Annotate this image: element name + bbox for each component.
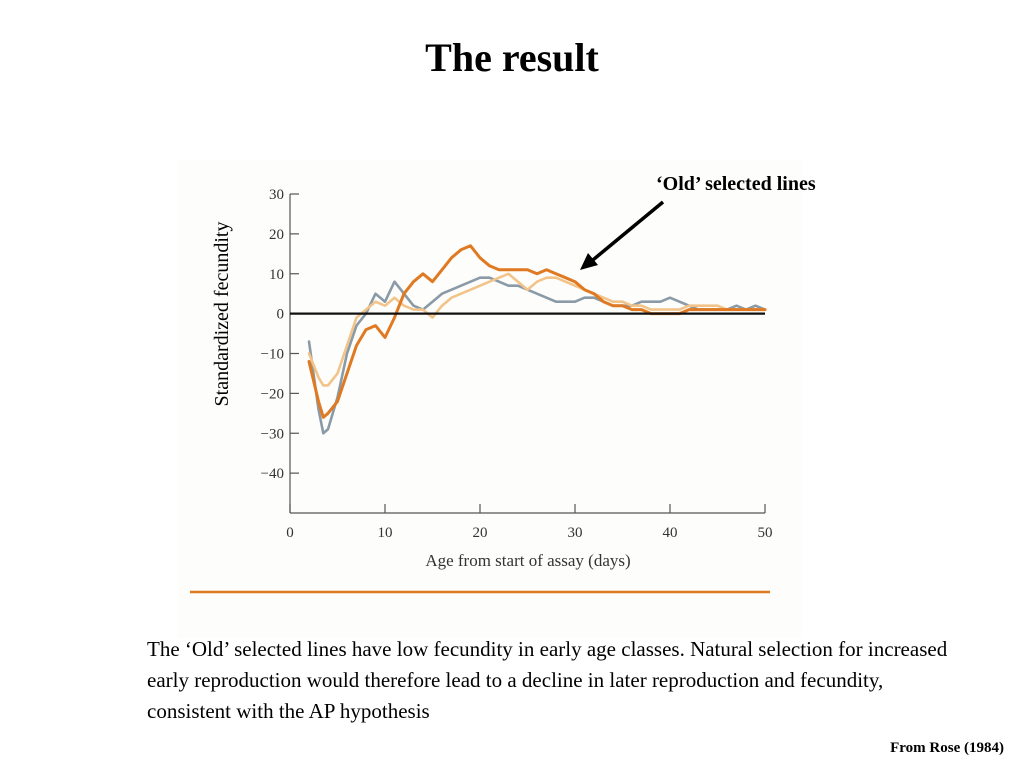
series-line-old-line <box>307 244 767 419</box>
series-layer <box>290 244 767 435</box>
slide-title: The result <box>425 35 599 80</box>
source-citation: From Rose (1984) <box>890 740 1004 756</box>
caption-text: The ‘Old’ selected lines have low fecund… <box>147 637 948 723</box>
y-tick-label: −10 <box>261 347 284 363</box>
y-tick-label: 20 <box>269 227 284 243</box>
fecundity-chart: 30 20 10 0 −10 −20 −30 −40 0 10 20 30 40 50 Standardi… <box>190 187 773 594</box>
series-line-light-line <box>307 272 767 387</box>
x-tick-label: 20 <box>473 525 488 541</box>
x-tick-label: 40 <box>663 525 678 541</box>
callout-label: ‘Old’ selected lines <box>656 173 816 195</box>
x-tick-label: 10 <box>378 525 393 541</box>
y-tick-label: −20 <box>261 386 284 402</box>
y-tick-label: 0 <box>277 307 285 323</box>
y-tick-label: −40 <box>261 466 284 482</box>
axes-layer: 30 20 10 0 −10 −20 −30 −40 0 10 20 30 40 50 <box>261 187 773 541</box>
y-tick-label: 30 <box>269 187 284 203</box>
x-tick-label: 50 <box>758 525 773 541</box>
series-line-gray-line <box>307 276 767 435</box>
y-tick-label: −30 <box>261 426 284 442</box>
x-axis-title: Age from start of assay (days) <box>425 551 630 570</box>
y-axis-title: Standardized fecundity <box>211 222 233 407</box>
x-tick-label: 0 <box>286 525 294 541</box>
y-tick-label: 10 <box>269 267 284 283</box>
x-tick-label: 30 <box>568 525 583 541</box>
figure-panel: 30 20 10 0 −10 −20 −30 −40 0 10 20 30 40 50 Standardi… <box>178 160 802 638</box>
